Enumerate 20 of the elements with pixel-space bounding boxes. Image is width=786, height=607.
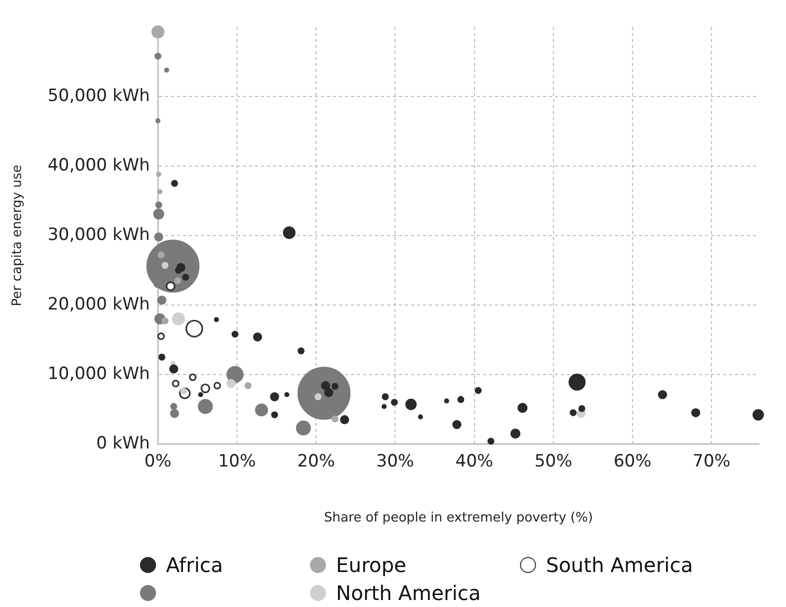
x-tick-label: 70% bbox=[692, 452, 730, 472]
legend-label: South America bbox=[546, 553, 693, 577]
legend-label: North America bbox=[336, 581, 481, 605]
x-tick-label: 20% bbox=[297, 452, 335, 472]
x-tick-label: 10% bbox=[218, 452, 256, 472]
x-tick-label: 40% bbox=[455, 452, 494, 472]
legend-label: Africa bbox=[166, 553, 224, 577]
y-tick-label: 50,000 kWh bbox=[48, 86, 150, 106]
y-tick-label: 0 kWh bbox=[96, 433, 150, 454]
y-tick-label: 10,000 kWh bbox=[48, 364, 150, 384]
y-axis-title: Per capita energy use bbox=[10, 164, 26, 306]
x-axis-title: Share of people in extremely poverty (%) bbox=[324, 510, 593, 526]
y-tick-label: 20,000 kWh bbox=[48, 294, 150, 314]
x-tick-label: 50% bbox=[534, 452, 572, 472]
legend-label: Europe bbox=[336, 553, 406, 577]
x-tick-label: 0% bbox=[144, 452, 172, 472]
x-tick-label: 60% bbox=[614, 452, 652, 472]
x-tick-label: 30% bbox=[376, 452, 414, 472]
y-tick-label: 40,000 kWh bbox=[48, 155, 150, 176]
y-tick-label: 30,000 kWh bbox=[48, 224, 150, 245]
